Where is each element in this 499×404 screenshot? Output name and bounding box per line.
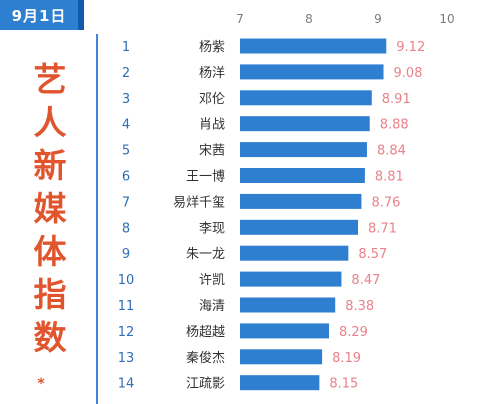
value-label: 8.47 bbox=[351, 273, 380, 288]
bar bbox=[240, 116, 370, 132]
value-label: 8.29 bbox=[339, 325, 368, 340]
side-title-char: 新 bbox=[33, 146, 67, 185]
category-label: 肖战 bbox=[199, 118, 225, 133]
asterisk-note: * bbox=[37, 376, 45, 392]
category-label: 秦俊杰 bbox=[186, 351, 225, 366]
category-label: 江疏影 bbox=[186, 377, 225, 392]
x-tick-label: 8 bbox=[305, 12, 313, 26]
side-title-char: 艺 bbox=[33, 60, 67, 99]
category-label: 朱一龙 bbox=[186, 247, 225, 262]
bar bbox=[240, 349, 323, 365]
value-label: 9.12 bbox=[396, 40, 425, 55]
x-tick-label: 9 bbox=[374, 12, 382, 26]
rank-label: 12 bbox=[118, 325, 135, 340]
bar bbox=[240, 245, 349, 261]
category-label: 王一博 bbox=[186, 170, 225, 185]
value-label: 8.38 bbox=[345, 299, 374, 314]
category-label: 宋茜 bbox=[199, 144, 225, 159]
bar bbox=[240, 90, 372, 106]
value-label: 8.91 bbox=[382, 92, 411, 107]
side-title-char: 人 bbox=[33, 103, 67, 142]
rank-label: 6 bbox=[122, 170, 130, 185]
side-title-char: 媒 bbox=[33, 189, 67, 228]
rank-label: 1 bbox=[122, 40, 130, 55]
value-label: 8.15 bbox=[329, 377, 358, 392]
bar bbox=[240, 64, 384, 80]
category-label: 杨紫 bbox=[199, 40, 225, 55]
bar bbox=[240, 193, 362, 209]
value-label: 8.57 bbox=[358, 247, 387, 262]
rank-label: 10 bbox=[118, 273, 135, 288]
side-title: 艺 人 新 媒 体 指 数 bbox=[24, 58, 76, 359]
rank-label: 5 bbox=[122, 144, 130, 159]
value-label: 8.19 bbox=[332, 351, 361, 366]
value-label: 8.84 bbox=[377, 144, 406, 159]
bar bbox=[240, 375, 320, 391]
value-label: 9.08 bbox=[394, 66, 423, 81]
date-tab: 9月1日 bbox=[0, 0, 84, 30]
x-tick-label: 10 bbox=[439, 12, 454, 26]
category-label: 李现 bbox=[199, 221, 225, 236]
rank-label: 14 bbox=[118, 377, 135, 392]
category-label: 海清 bbox=[199, 299, 225, 314]
rank-label: 11 bbox=[118, 299, 135, 314]
side-title-char: 数 bbox=[33, 318, 67, 357]
bar bbox=[240, 297, 336, 313]
rank-label: 4 bbox=[122, 118, 130, 133]
value-label: 8.81 bbox=[375, 170, 404, 185]
bar bbox=[240, 38, 387, 54]
value-label: 8.71 bbox=[368, 221, 397, 236]
category-label: 易烊千玺 bbox=[173, 195, 225, 210]
rank-label: 3 bbox=[122, 92, 130, 107]
bar bbox=[240, 168, 365, 183]
side-title-char: 指 bbox=[33, 275, 67, 314]
side-title-char: 体 bbox=[33, 232, 67, 271]
category-label: 杨超越 bbox=[186, 325, 225, 340]
value-label: 8.88 bbox=[380, 118, 409, 133]
bar bbox=[240, 142, 367, 158]
category-label: 许凯 bbox=[199, 273, 225, 288]
bar bbox=[240, 219, 358, 235]
category-label: 杨洋 bbox=[199, 66, 225, 81]
rank-label: 9 bbox=[122, 247, 130, 262]
rank-label: 7 bbox=[122, 195, 130, 210]
value-label: 8.76 bbox=[371, 195, 400, 210]
bar bbox=[240, 271, 342, 287]
vertical-divider bbox=[96, 34, 98, 404]
category-label: 邓伦 bbox=[199, 92, 225, 107]
rank-label: 8 bbox=[122, 221, 130, 236]
rank-label: 13 bbox=[118, 351, 135, 366]
rank-label: 2 bbox=[122, 66, 130, 81]
x-tick-label: 7 bbox=[236, 12, 244, 26]
bar bbox=[240, 323, 330, 339]
